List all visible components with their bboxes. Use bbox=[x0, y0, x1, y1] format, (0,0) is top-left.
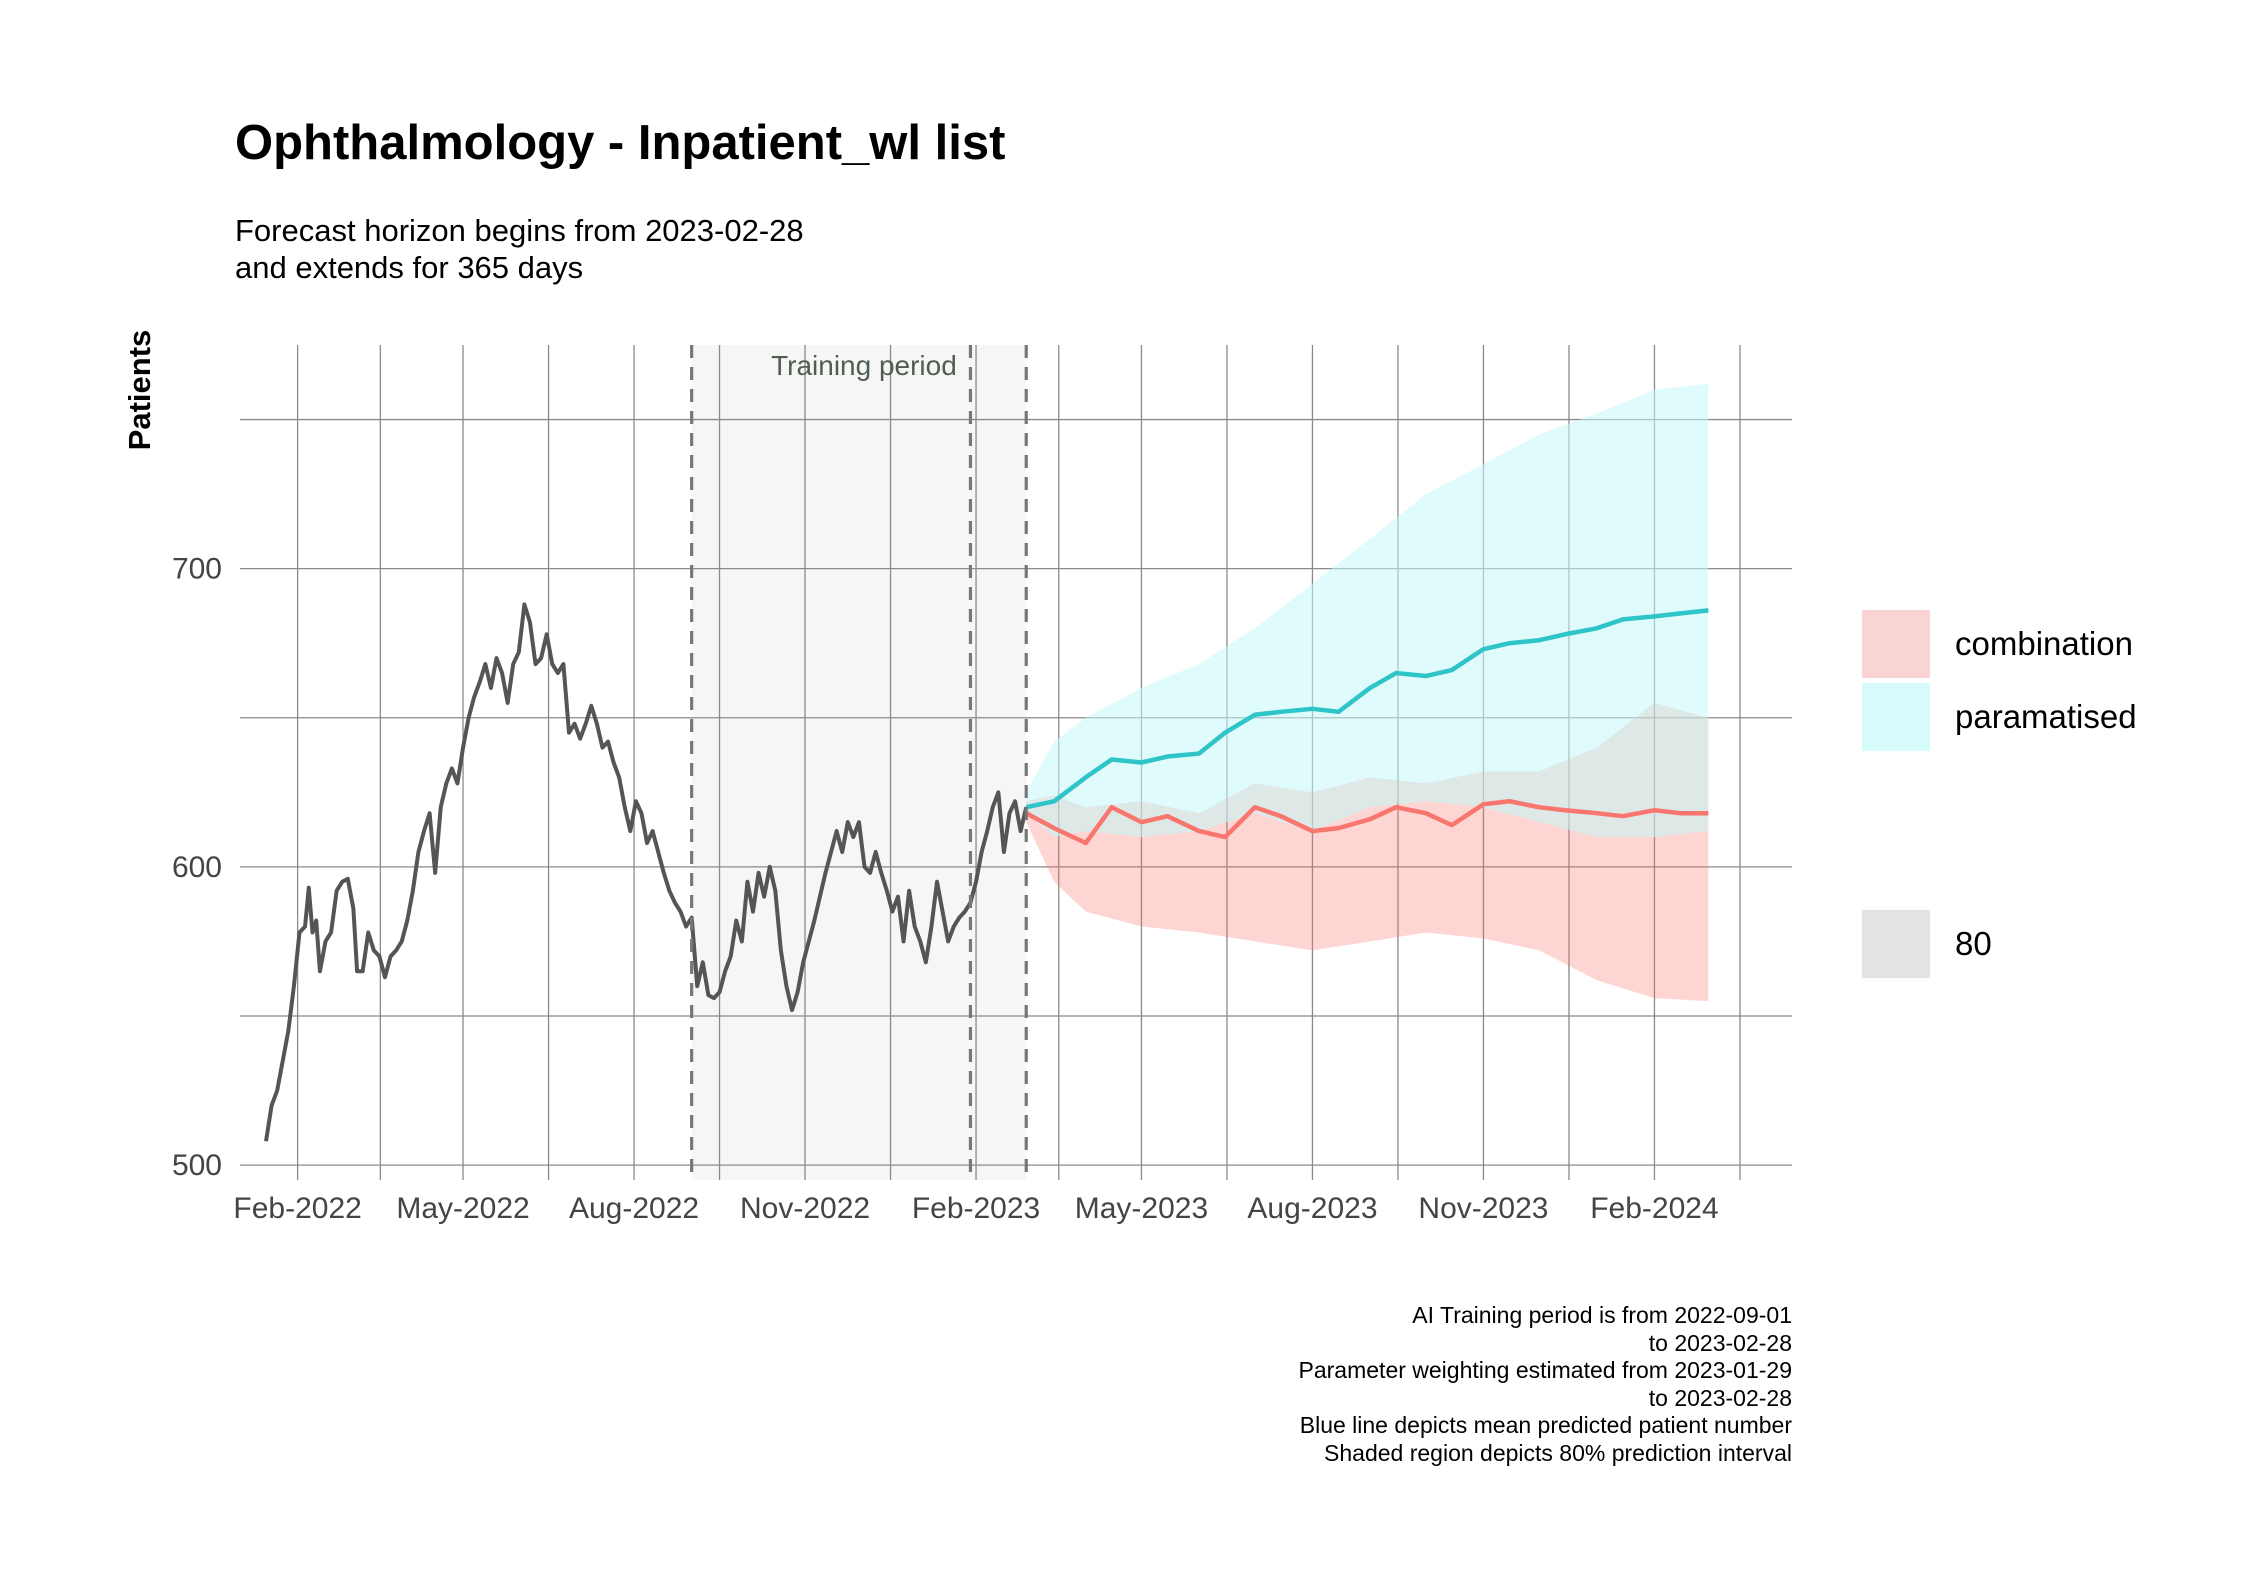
x-tick-label: Feb-2024 bbox=[1590, 1192, 1718, 1225]
legend-label-80: 80 bbox=[1955, 925, 1992, 962]
x-tick-label: Aug-2023 bbox=[1247, 1192, 1377, 1225]
caption-line-5: Blue line depicts mean predicted patient… bbox=[1299, 1412, 1792, 1438]
x-tick-label: Feb-2023 bbox=[912, 1192, 1040, 1225]
subtitle-line-1: Forecast horizon begins from 2023-02-28 bbox=[235, 213, 804, 248]
legend-label-paramatised: paramatised bbox=[1955, 698, 2137, 735]
paramatised-interval-band bbox=[1026, 383, 1709, 838]
observed-line bbox=[264, 602, 1029, 1142]
legend-swatch-paramatised bbox=[1862, 683, 1930, 751]
x-tick-label: Feb-2022 bbox=[233, 1192, 361, 1225]
combination-mean-line bbox=[1025, 799, 1709, 846]
y-axis-label: Patients bbox=[122, 330, 157, 451]
chart-subtitle: Forecast horizon begins from 2023-02-28 … bbox=[235, 212, 804, 286]
caption-line-1: AI Training period is from 2022-09-01 bbox=[1412, 1302, 1792, 1328]
x-tick-label: Aug-2022 bbox=[569, 1192, 699, 1225]
caption-line-3: Parameter weighting estimated from 2023-… bbox=[1298, 1357, 1792, 1383]
x-tick-label: Nov-2022 bbox=[740, 1192, 870, 1225]
chart-caption: AI Training period is from 2022-09-01 to… bbox=[1299, 1302, 1792, 1467]
training-period-label: Training period bbox=[771, 350, 957, 381]
y-tick-label: 600 bbox=[172, 851, 222, 884]
caption-line-6: Shaded region depicts 80% prediction int… bbox=[1324, 1439, 1792, 1466]
legend-swatch-80 bbox=[1862, 910, 1930, 978]
x-tick-label: May-2022 bbox=[396, 1192, 529, 1225]
x-tick-label: Nov-2023 bbox=[1418, 1192, 1548, 1225]
y-tick-label: 500 bbox=[172, 1149, 222, 1182]
legend-swatch-combination bbox=[1862, 610, 1930, 678]
paramatised-mean-line bbox=[1025, 608, 1709, 810]
x-tick-label: May-2023 bbox=[1075, 1192, 1208, 1225]
legend-label-combination: combination bbox=[1955, 625, 2133, 662]
caption-line-4: to 2023-02-28 bbox=[1648, 1384, 1792, 1411]
y-tick-label: 700 bbox=[172, 553, 222, 586]
subtitle-line-2: and extends for 365 days bbox=[235, 250, 584, 285]
chart-title: Ophthalmology - Inpatient_wl list bbox=[235, 116, 1006, 170]
caption-line-2: to 2023-02-28 bbox=[1648, 1329, 1792, 1356]
